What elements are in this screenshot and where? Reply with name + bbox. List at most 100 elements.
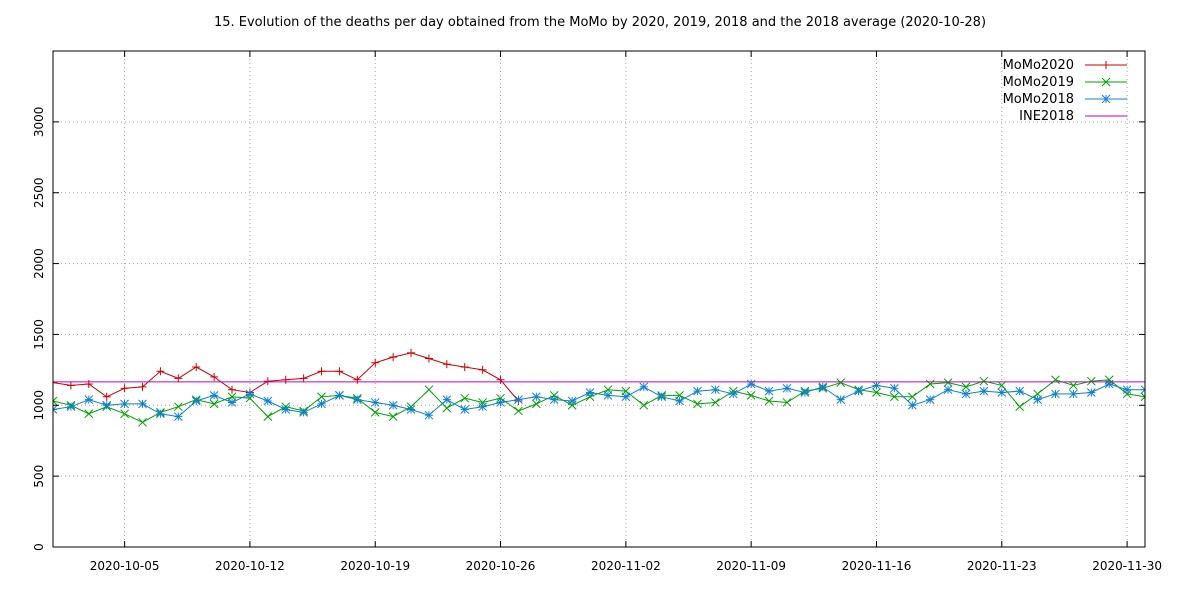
series-momo2018-point	[621, 392, 631, 402]
series-momo2020-point	[263, 377, 272, 386]
series-momo2019-point	[907, 392, 917, 402]
series-momo2018-point	[227, 398, 237, 407]
series-momo2020-point	[496, 375, 505, 384]
series-momo2018-point	[943, 385, 953, 395]
x-tick-label: 2020-10-12	[215, 559, 285, 573]
y-tick-label: 0	[32, 543, 46, 551]
series-momo2020-point	[138, 382, 147, 391]
series-momo2018-point	[424, 410, 434, 420]
series-momo2019-point	[209, 399, 219, 409]
series-momo2018-point	[156, 409, 165, 419]
series-momo2018-point	[209, 391, 219, 400]
series-momo2020-point	[66, 381, 75, 390]
series-momo2019-point	[1015, 402, 1025, 412]
series-momo2018-line	[53, 383, 1145, 418]
series-momo2019-point	[263, 412, 273, 421]
series-momo2018-point	[890, 383, 899, 393]
series-momo2020-point	[371, 358, 380, 367]
series-momo2019-point	[53, 396, 58, 406]
series-momo2018-point	[317, 399, 326, 409]
series-momo2019-point	[531, 399, 541, 409]
series-momo2019-point	[836, 378, 846, 387]
x-tick-label: 2020-10-26	[466, 559, 536, 573]
series-momo2020-point	[174, 374, 183, 383]
series-momo2019-point	[549, 391, 559, 400]
series-momo2019-point	[890, 392, 899, 402]
series-momo2020-point	[102, 392, 111, 401]
series-momo2018-point	[1140, 385, 1145, 395]
series-momo2018-point	[406, 405, 416, 414]
series-layer	[53, 348, 1145, 427]
series-momo2019-point	[317, 392, 326, 402]
series-momo2019-point	[138, 417, 147, 427]
series-momo2018-point	[585, 388, 595, 397]
y-tick-label: 2000	[32, 248, 46, 279]
series-momo2018-point	[764, 386, 774, 396]
series-momo2018-point	[907, 400, 917, 410]
series-momo2019-point	[424, 385, 434, 395]
series-momo2019-point	[639, 400, 649, 410]
series-momo2018-point	[925, 395, 935, 404]
y-tick-label: 1000	[32, 390, 46, 421]
series-momo2018-point	[460, 405, 470, 414]
series-momo2018-point	[370, 398, 380, 407]
series-momo2018-point	[352, 395, 362, 404]
series-momo2018-point	[245, 389, 255, 399]
series-momo2019-point	[567, 400, 577, 410]
series-momo2019-point	[764, 396, 774, 406]
series-momo2018-point	[782, 383, 792, 393]
plot-border	[52, 50, 1146, 548]
series-momo2019-point	[746, 391, 756, 400]
legend-marker-momo2019	[1101, 77, 1111, 87]
series-momo2019-line	[53, 379, 1145, 423]
series-momo2018-point	[53, 405, 58, 414]
series-momo2018-point	[746, 379, 756, 389]
series-momo2018-point	[1033, 395, 1042, 404]
series-momo2019-point	[943, 378, 953, 387]
series-momo2018-point	[496, 398, 505, 407]
series-momo2018-point	[675, 396, 684, 406]
series-momo2019-point	[460, 393, 470, 403]
series-momo2018-point	[1104, 379, 1114, 389]
y-tick-label: 1500	[32, 319, 46, 350]
series-momo2020-point	[281, 375, 290, 384]
series-momo2020-point	[120, 384, 129, 393]
series-momo2018-point	[711, 385, 720, 395]
series-momo2018-point	[138, 399, 147, 409]
series-momo2018-point	[997, 388, 1007, 397]
series-momo2018-point	[639, 382, 649, 392]
series-momo2019-point	[1069, 381, 1078, 390]
series-momo2018-point	[961, 389, 971, 399]
series-momo2018-point	[800, 388, 810, 397]
series-momo2018-point	[567, 396, 577, 406]
series-momo2018-point	[657, 392, 667, 402]
series-momo2018-point	[818, 382, 828, 392]
legend: MoMo2020 MoMo2019 MoMo2018 INE2018	[1003, 58, 1127, 124]
chart-title: 15. Evolution of the deaths per day obta…	[213, 15, 987, 30]
series-momo2018-point	[514, 395, 523, 404]
series-momo2018-point	[531, 392, 541, 402]
series-momo2018-point	[84, 395, 94, 404]
y-tick-label: 2500	[32, 177, 46, 208]
series-momo2018-point	[693, 386, 702, 396]
series-momo2020-point	[156, 367, 165, 376]
legend-label-momo2018: MoMo2018	[1003, 92, 1074, 107]
series-momo2018-point	[442, 395, 452, 404]
series-momo2020-point	[317, 367, 326, 376]
series-momo2019-point	[120, 409, 129, 419]
series-momo2018-point	[335, 391, 344, 400]
series-momo2018-point	[1051, 389, 1060, 399]
series-momo2020-point	[210, 372, 219, 381]
x-tick-label: 2020-11-16	[842, 559, 912, 573]
series-momo2019-point	[496, 393, 505, 403]
series-momo2020-point	[478, 365, 487, 374]
series-momo2018-point	[102, 400, 112, 410]
grid-layer	[53, 51, 1145, 547]
series-momo2018-point	[263, 396, 273, 406]
series-momo2020-point	[192, 363, 201, 372]
legend-marker-momo2018	[1101, 94, 1111, 104]
x-tick-label: 2020-11-30	[1092, 559, 1162, 573]
series-momo2019-point	[872, 388, 881, 397]
series-momo2019-point	[961, 382, 971, 392]
